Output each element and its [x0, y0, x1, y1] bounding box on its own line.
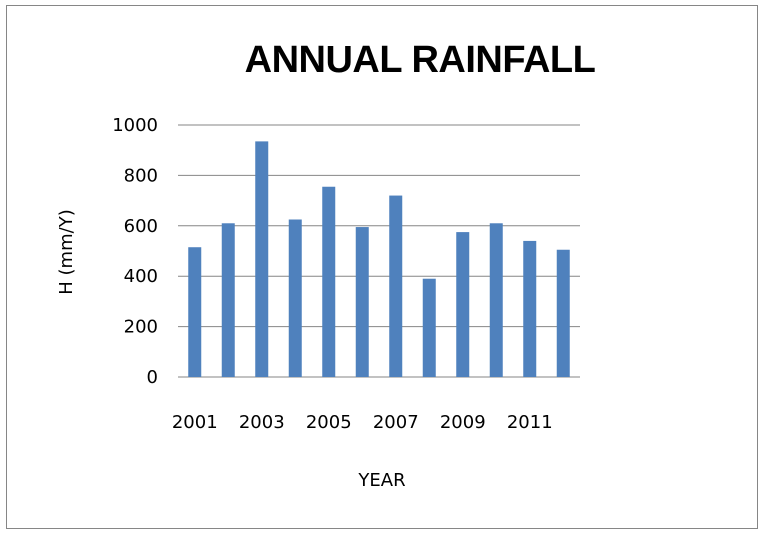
chart-frame: [6, 5, 758, 529]
y-axis-label: H (mm/Y): [56, 209, 77, 294]
gridlines: [178, 124, 580, 378]
x-tick-label: 2007: [373, 412, 419, 433]
bar-2012: [556, 249, 570, 377]
x-axis-label: YEAR: [357, 470, 405, 491]
bar-2011: [523, 240, 537, 377]
y-tick-label: 0: [147, 367, 158, 388]
x-tick-label: 2011: [507, 412, 553, 433]
x-tick-label: 2001: [172, 412, 218, 433]
bar-2006: [355, 227, 369, 377]
bar-2009: [456, 232, 470, 377]
x-tick-label: 2009: [440, 412, 486, 433]
y-tick-label: 200: [124, 317, 158, 338]
y-tick-label: 1000: [112, 115, 158, 136]
x-tick-label: 2003: [239, 412, 285, 433]
y-tick-label: 400: [124, 266, 158, 287]
bar-2002: [221, 223, 235, 377]
x-tick-label: 2005: [306, 412, 352, 433]
chart-title: ANNUAL RAINFALL: [245, 39, 596, 81]
bar-2003: [255, 141, 269, 377]
bars: [188, 141, 570, 377]
y-tick-label: 800: [124, 165, 158, 186]
bar-2007: [389, 195, 403, 377]
x-ticks: 2001 2003 2005 2007 2009 2011: [172, 412, 553, 433]
y-ticks: 0 200 400 600 800 1000: [112, 115, 158, 388]
bar-2001: [188, 247, 202, 377]
bar-2004: [288, 219, 302, 377]
bar-2010: [489, 223, 503, 377]
bar-2008: [422, 278, 436, 377]
y-tick-label: 600: [124, 216, 158, 237]
bar-2005: [322, 186, 336, 377]
